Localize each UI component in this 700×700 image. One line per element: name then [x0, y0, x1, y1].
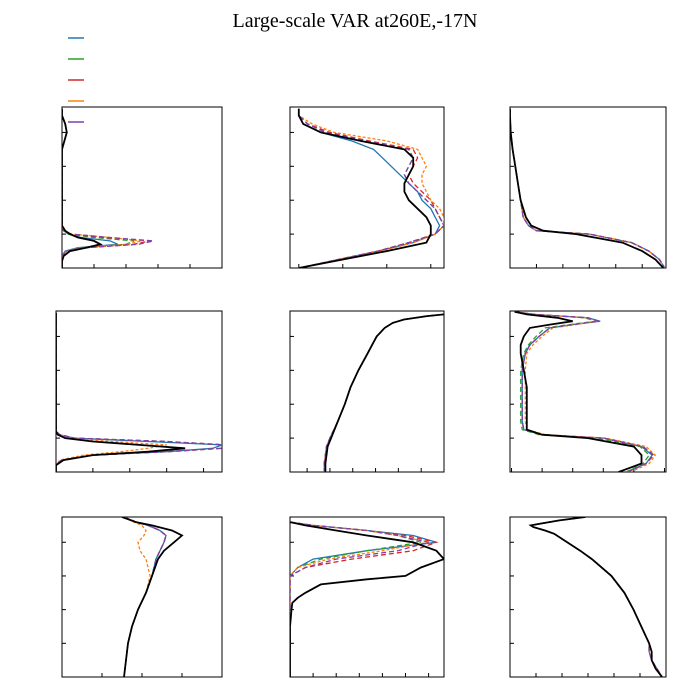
- series-line-5: [514, 311, 655, 472]
- series-line-4: [56, 312, 167, 472]
- data-lines: [528, 517, 663, 677]
- series-line-3: [510, 108, 666, 268]
- control-line: [324, 313, 444, 472]
- series-line-5: [529, 517, 663, 677]
- chart-panel-7: [61, 516, 223, 678]
- figure-title: Large-scale VAR at260E,-17N: [233, 10, 478, 32]
- control-line: [297, 108, 432, 268]
- series-line-1: [123, 517, 167, 677]
- series-line-3: [56, 312, 222, 472]
- series-line-2: [323, 313, 444, 472]
- series-line-4: [510, 108, 666, 268]
- series-line-3: [323, 313, 444, 472]
- plot-frame: [55, 310, 223, 473]
- series-line-1: [514, 311, 654, 472]
- chart-panel-2: [289, 106, 445, 269]
- series-line-2: [56, 312, 222, 472]
- control-line: [528, 517, 663, 677]
- data-lines: [290, 521, 444, 677]
- chart-panel-5: [289, 310, 445, 473]
- control-line: [121, 517, 184, 677]
- series-line-5: [323, 313, 444, 472]
- plot-frame: [509, 516, 667, 678]
- data-lines: [121, 517, 184, 677]
- series-line-5: [290, 521, 429, 677]
- legend: [68, 37, 84, 123]
- data-lines: [297, 108, 444, 268]
- series-line-4: [123, 517, 151, 677]
- plot-frame: [509, 310, 667, 473]
- series-line-1: [56, 312, 222, 472]
- series-line-4: [529, 517, 663, 677]
- data-lines: [514, 311, 657, 472]
- series-line-1: [290, 521, 437, 677]
- series-line-4: [323, 313, 444, 472]
- control-line: [514, 311, 643, 472]
- series-line-3: [298, 108, 444, 268]
- control-line: [62, 108, 103, 268]
- series-line-1: [323, 313, 444, 472]
- series-line-2: [123, 517, 167, 677]
- data-lines: [56, 312, 222, 472]
- series-line-5: [298, 108, 444, 268]
- series-line-3: [529, 517, 663, 677]
- data-lines: [510, 108, 666, 268]
- control-line: [510, 108, 665, 268]
- plot-frame: [61, 516, 223, 678]
- series-line-5: [62, 108, 154, 268]
- series-line-4: [62, 108, 143, 268]
- series-line-5: [56, 312, 222, 472]
- series-line-2: [290, 521, 422, 677]
- chart-panel-8: [289, 516, 445, 678]
- panels: [55, 106, 667, 678]
- plot-frame: [509, 106, 667, 269]
- series-line-3: [123, 517, 167, 677]
- series-line-1: [62, 108, 119, 268]
- control-line: [290, 521, 444, 677]
- chart-panel-6: [509, 310, 667, 473]
- series-line-2: [529, 517, 663, 677]
- chart-panel-3: [509, 106, 667, 269]
- plot-frame: [289, 310, 445, 473]
- series-line-2: [514, 311, 651, 472]
- data-lines: [323, 313, 444, 472]
- series-line-3: [290, 521, 439, 677]
- series-line-1: [510, 108, 666, 268]
- series-line-5: [123, 517, 167, 677]
- series-line-5: [510, 108, 666, 268]
- chart-panel-4: [55, 310, 223, 473]
- series-line-2: [510, 108, 666, 268]
- chart-panel-9: [509, 516, 667, 678]
- control-line: [56, 312, 186, 472]
- data-lines: [62, 108, 154, 268]
- series-line-3: [514, 311, 655, 472]
- series-line-3: [62, 108, 151, 268]
- series-line-1: [529, 517, 663, 677]
- chart-panel-1: [61, 106, 223, 269]
- plot-frame: [289, 106, 445, 269]
